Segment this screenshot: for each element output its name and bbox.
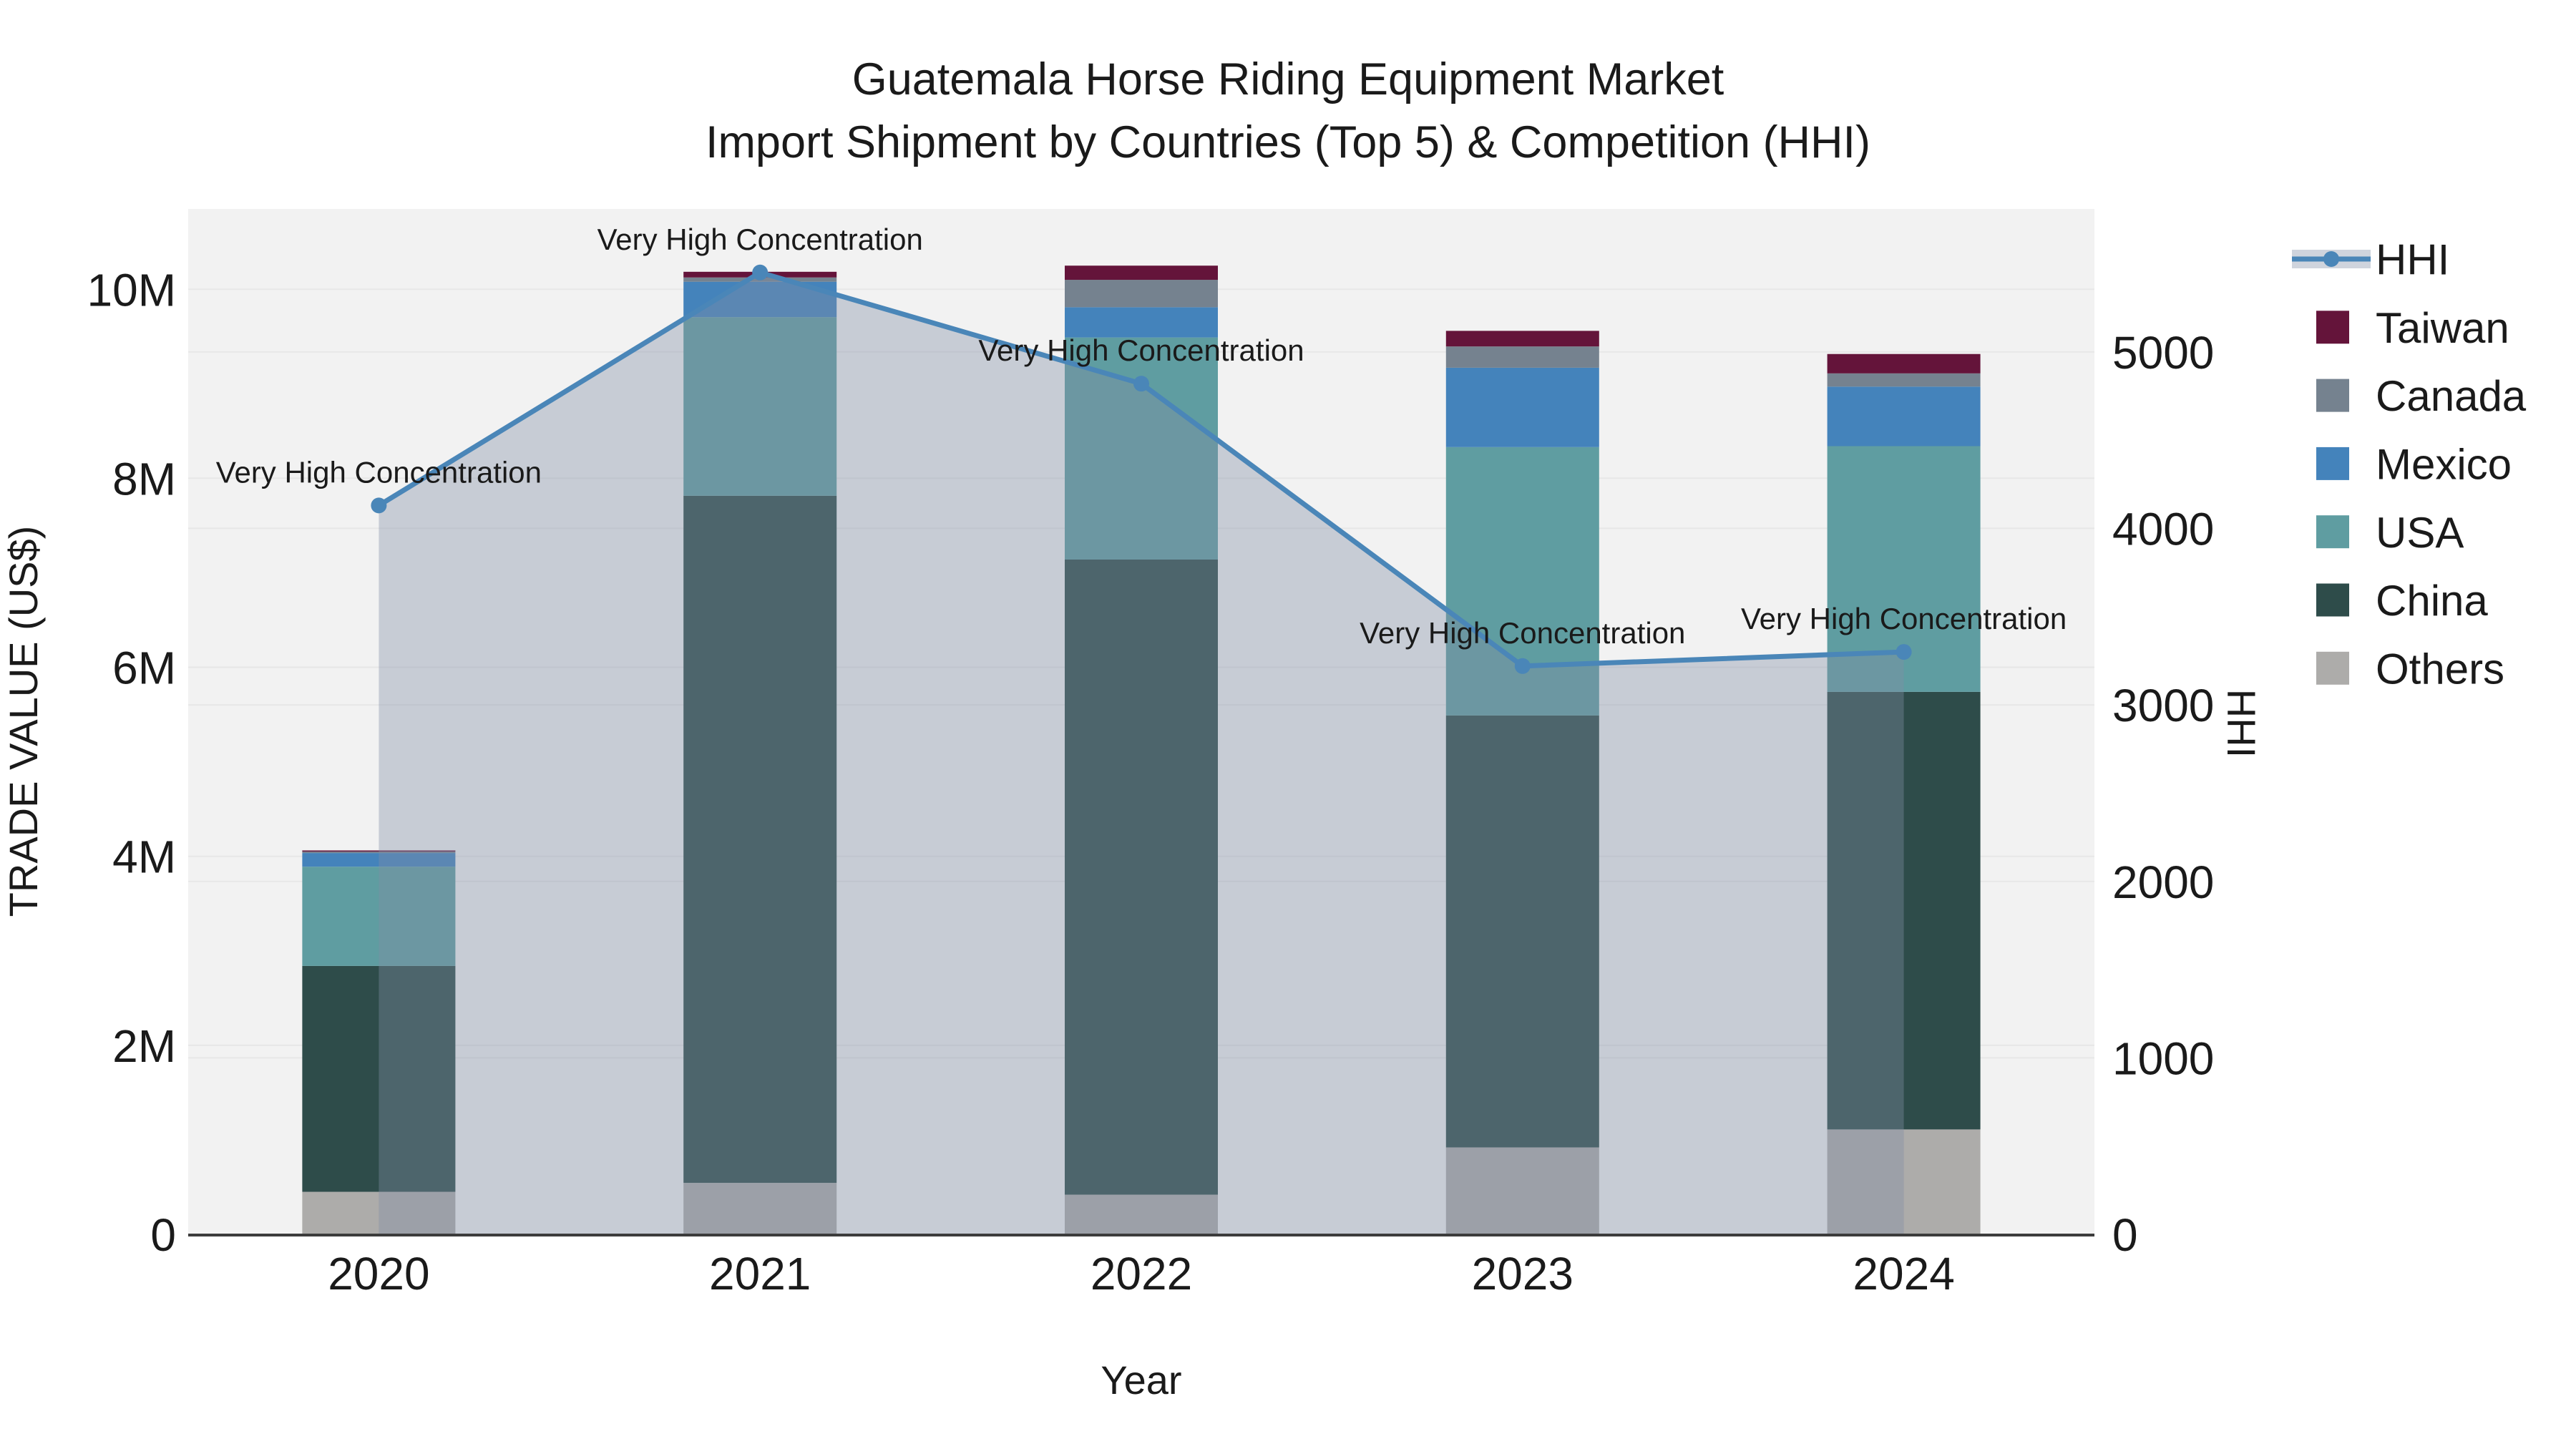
legend-hhi-marker-icon: [2323, 251, 2339, 267]
annotations: Very High Concentration Very High Concent…: [216, 223, 2067, 650]
axis-tick-labels: 0 2M 4M 6M 8M 10M 0 1000 2000 3000 4000 5000 2020 202…: [87, 264, 2215, 1299]
y-right-tick-5000: 5000: [2112, 327, 2214, 379]
y-left-tick-2M: 2M: [112, 1020, 176, 1072]
legend-item-hhi[interactable]: HHI: [2292, 236, 2449, 284]
legend-label-hhi: HHI: [2376, 236, 2449, 284]
stacked-bars: [302, 265, 1981, 1234]
bar-segment-china-2023[interactable]: [1445, 715, 1599, 1148]
annotation-2024: Very High Concentration: [1741, 602, 2067, 635]
annotation-2022: Very High Concentration: [978, 333, 1304, 367]
hhi-line: [371, 264, 1912, 674]
hhi-area-fill: [379, 272, 1904, 1234]
bar-segment-canada-2023[interactable]: [1445, 346, 1599, 368]
legend-swatch-canada: [2316, 379, 2349, 412]
bar-segment-taiwan-2023[interactable]: [1445, 331, 1599, 347]
bar-segment-mexico-2020[interactable]: [302, 853, 456, 867]
legend-swatch-china: [2316, 583, 2349, 617]
y-right-tick-3000: 3000: [2112, 680, 2214, 731]
hhi-point-2023[interactable]: [1514, 658, 1531, 674]
y-right-tick-0: 0: [2112, 1209, 2138, 1261]
legend-label-mexico: Mexico: [2376, 441, 2512, 489]
x-tick-2022: 2022: [1091, 1248, 1192, 1299]
y-left-tick-8M: 8M: [112, 453, 176, 504]
bar-segment-others-2021[interactable]: [683, 1183, 837, 1234]
y-left-tick-6M: 6M: [112, 643, 176, 694]
hhi-area: [379, 272, 1904, 1234]
bar-segment-canada-2022[interactable]: [1065, 280, 1218, 308]
legend-swatch-usa: [2316, 515, 2349, 549]
legend-swatch-taiwan: [2316, 311, 2349, 344]
x-tick-2021: 2021: [709, 1248, 811, 1299]
bar-segment-others-2024[interactable]: [1827, 1129, 1981, 1234]
bar-segment-taiwan-2022[interactable]: [1065, 265, 1218, 280]
bar-segment-mexico-2024[interactable]: [1827, 386, 1981, 447]
y-right-tick-2000: 2000: [2112, 857, 2214, 908]
y-right-tick-4000: 4000: [2112, 503, 2214, 555]
annotation-2021: Very High Concentration: [597, 223, 923, 256]
bar-segment-china-2020[interactable]: [302, 965, 456, 1192]
x-tick-2024: 2024: [1853, 1248, 1954, 1299]
legend-label-usa: USA: [2376, 509, 2464, 557]
y-axis-right-title: HHI: [2219, 689, 2264, 758]
legend-item-taiwan[interactable]: Taiwan: [2316, 304, 2509, 352]
legend-item-china[interactable]: China: [2316, 577, 2488, 625]
bar-segment-taiwan-2024[interactable]: [1827, 353, 1981, 374]
y-right-tick-1000: 1000: [2112, 1033, 2214, 1084]
hhi-point-2024[interactable]: [1896, 644, 1912, 660]
bar-segment-usa-2021[interactable]: [683, 317, 837, 496]
legend-swatch-mexico: [2316, 447, 2349, 480]
legend-item-mexico[interactable]: Mexico: [2316, 441, 2512, 489]
bar-segment-usa-2020[interactable]: [302, 867, 456, 966]
bar-segment-mexico-2022[interactable]: [1065, 307, 1218, 338]
legend-label-taiwan: Taiwan: [2376, 304, 2509, 352]
bar-segment-canada-2024[interactable]: [1827, 373, 1981, 387]
x-tick-2020: 2020: [328, 1248, 429, 1299]
legend-item-others[interactable]: Others: [2316, 645, 2504, 693]
chart-title-line2: Import Shipment by Countries (Top 5) & C…: [706, 117, 1870, 167]
annotation-2023: Very High Concentration: [1360, 616, 1685, 650]
annotation-2020: Very High Concentration: [216, 455, 542, 489]
x-tick-2023: 2023: [1472, 1248, 1574, 1299]
bar-segment-china-2021[interactable]: [683, 495, 837, 1184]
y-left-tick-0: 0: [150, 1209, 176, 1261]
legend-item-usa[interactable]: USA: [2316, 509, 2464, 557]
legend-label-canada: Canada: [2376, 372, 2527, 420]
x-axis-title: Year: [1101, 1357, 1181, 1402]
bar-segment-usa-2022[interactable]: [1065, 337, 1218, 560]
bar-segment-china-2024[interactable]: [1827, 691, 1981, 1130]
legend-item-canada[interactable]: Canada: [2316, 372, 2527, 420]
legend-swatch-others: [2316, 651, 2349, 685]
bar-segment-canada-2020[interactable]: [302, 852, 456, 854]
y-axis-left-title: TRADE VALUE (US$): [1, 526, 46, 917]
hhi-point-2020[interactable]: [371, 497, 387, 514]
hhi-point-2022[interactable]: [1133, 376, 1149, 392]
bar-segment-mexico-2023[interactable]: [1445, 367, 1599, 447]
legend: HHI Taiwan Canada Mexico USA China Others: [2292, 236, 2527, 693]
bar-segment-others-2022[interactable]: [1065, 1194, 1218, 1234]
y-left-tick-10M: 10M: [87, 264, 177, 316]
legend-label-china: China: [2376, 577, 2488, 625]
bar-segment-taiwan-2020[interactable]: [302, 850, 456, 852]
bar-segment-others-2023[interactable]: [1445, 1147, 1599, 1234]
y-left-tick-4M: 4M: [112, 831, 176, 883]
legend-label-others: Others: [2376, 645, 2504, 693]
hhi-point-2021[interactable]: [752, 264, 769, 280]
chart-title-line1: Guatemala Horse Riding Equipment Market: [852, 54, 1724, 104]
bar-segment-others-2020[interactable]: [302, 1191, 456, 1234]
bar-segment-china-2022[interactable]: [1065, 559, 1218, 1195]
